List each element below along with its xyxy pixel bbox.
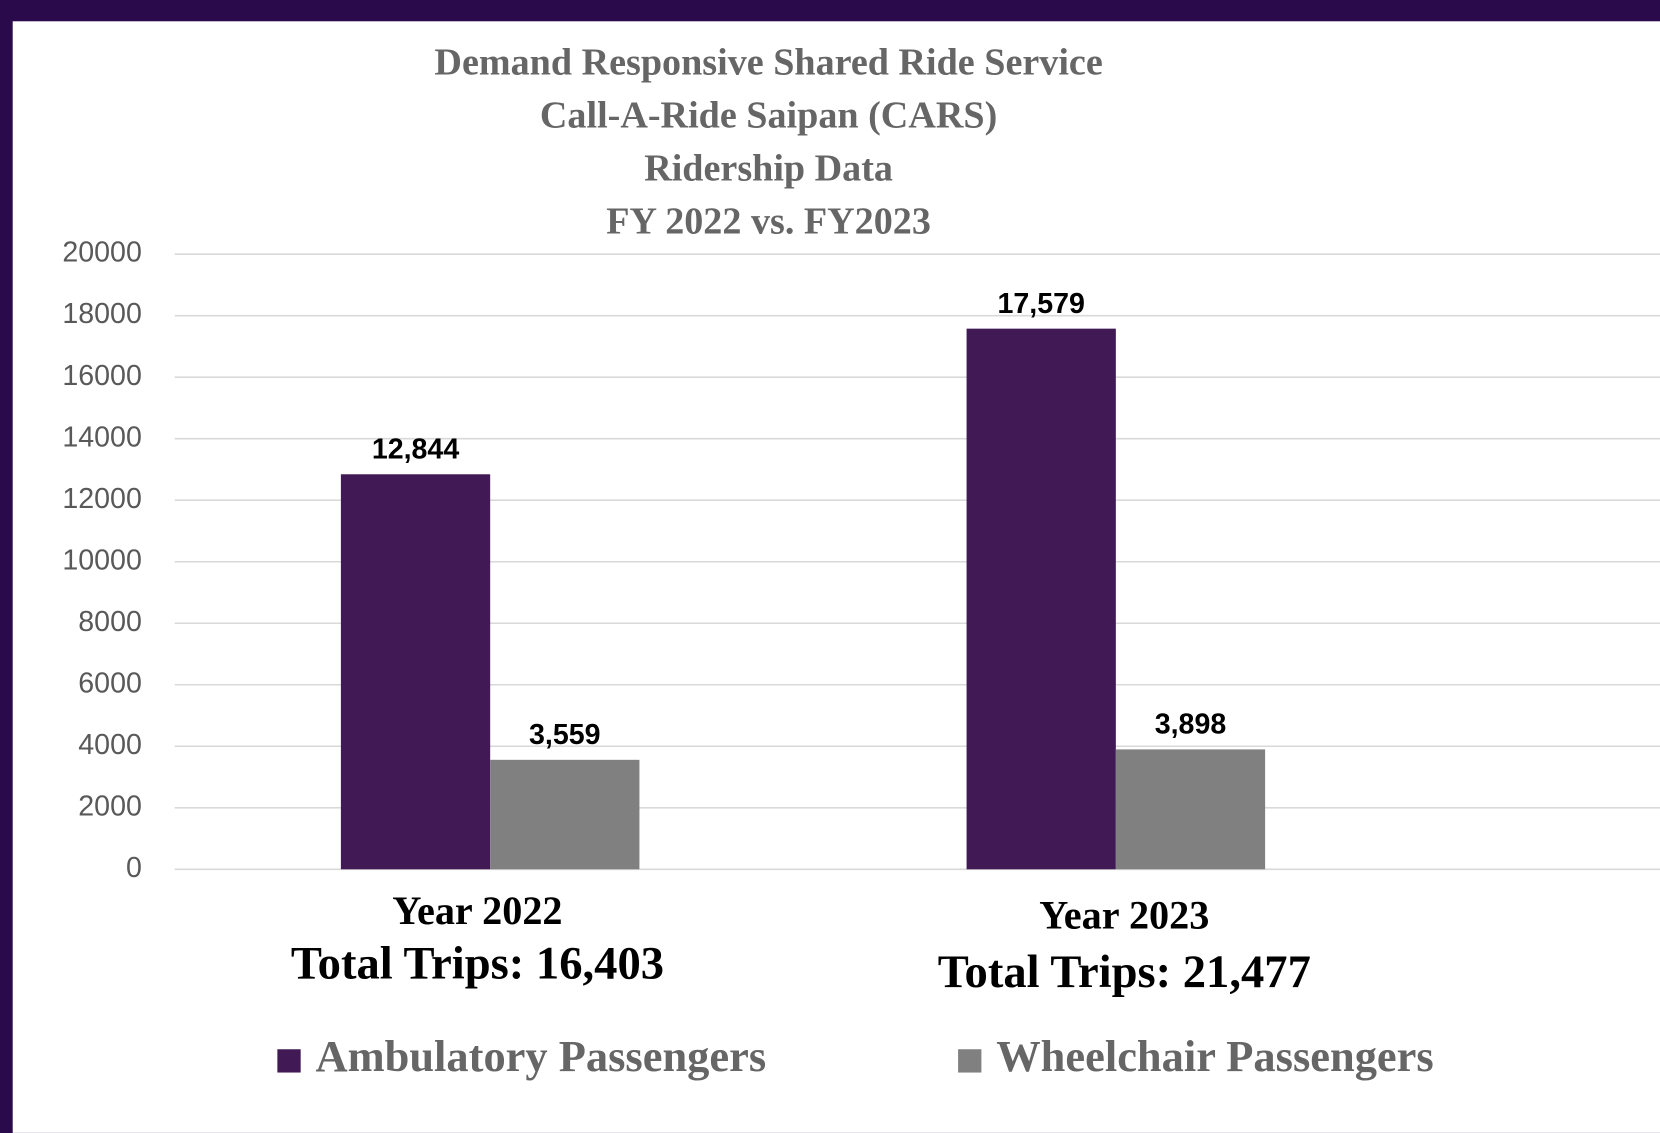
data-label: 3,559 xyxy=(529,719,601,751)
y-tick-label: 8000 xyxy=(78,606,142,638)
y-tick-label: 18000 xyxy=(62,298,141,330)
bar xyxy=(340,474,491,870)
legend-swatch xyxy=(277,1049,301,1073)
x-tick-label: Year 2023 xyxy=(1039,892,1209,937)
bar xyxy=(1115,749,1266,870)
chart-title: Call-A-Ride Saipan (CARS) xyxy=(540,94,997,136)
legend-swatch xyxy=(958,1049,982,1073)
annotation: Total Trips: 21,477 xyxy=(938,946,1311,998)
legend-label: Ambulatory Passengers xyxy=(315,1031,766,1081)
chart-title: Ridership Data xyxy=(644,147,893,189)
annotation: Total Trips: 16,403 xyxy=(291,937,664,989)
chart-title: FY 2022 vs. FY2023 xyxy=(606,200,931,242)
data-label: 3,898 xyxy=(1155,709,1227,741)
y-tick-label: 0 xyxy=(126,852,142,884)
data-label: 17,579 xyxy=(997,288,1084,320)
y-tick-label: 14000 xyxy=(62,421,141,453)
data-label: 12,844 xyxy=(372,434,460,466)
bar xyxy=(490,759,640,870)
y-tick-label: 6000 xyxy=(78,667,142,699)
y-tick-label: 20000 xyxy=(62,237,141,269)
y-tick-label: 16000 xyxy=(62,360,141,392)
y-tick-label: 4000 xyxy=(78,729,142,761)
y-tick-label: 12000 xyxy=(62,483,141,515)
bar xyxy=(966,328,1116,870)
chart-title: Demand Responsive Shared Ride Service xyxy=(434,41,1102,83)
legend-label: Wheelchair Passengers xyxy=(996,1031,1433,1081)
y-tick-label: 10000 xyxy=(62,544,141,576)
x-tick-label: Year 2022 xyxy=(392,888,562,933)
y-tick-label: 2000 xyxy=(78,790,142,822)
panel xyxy=(12,21,1660,1133)
